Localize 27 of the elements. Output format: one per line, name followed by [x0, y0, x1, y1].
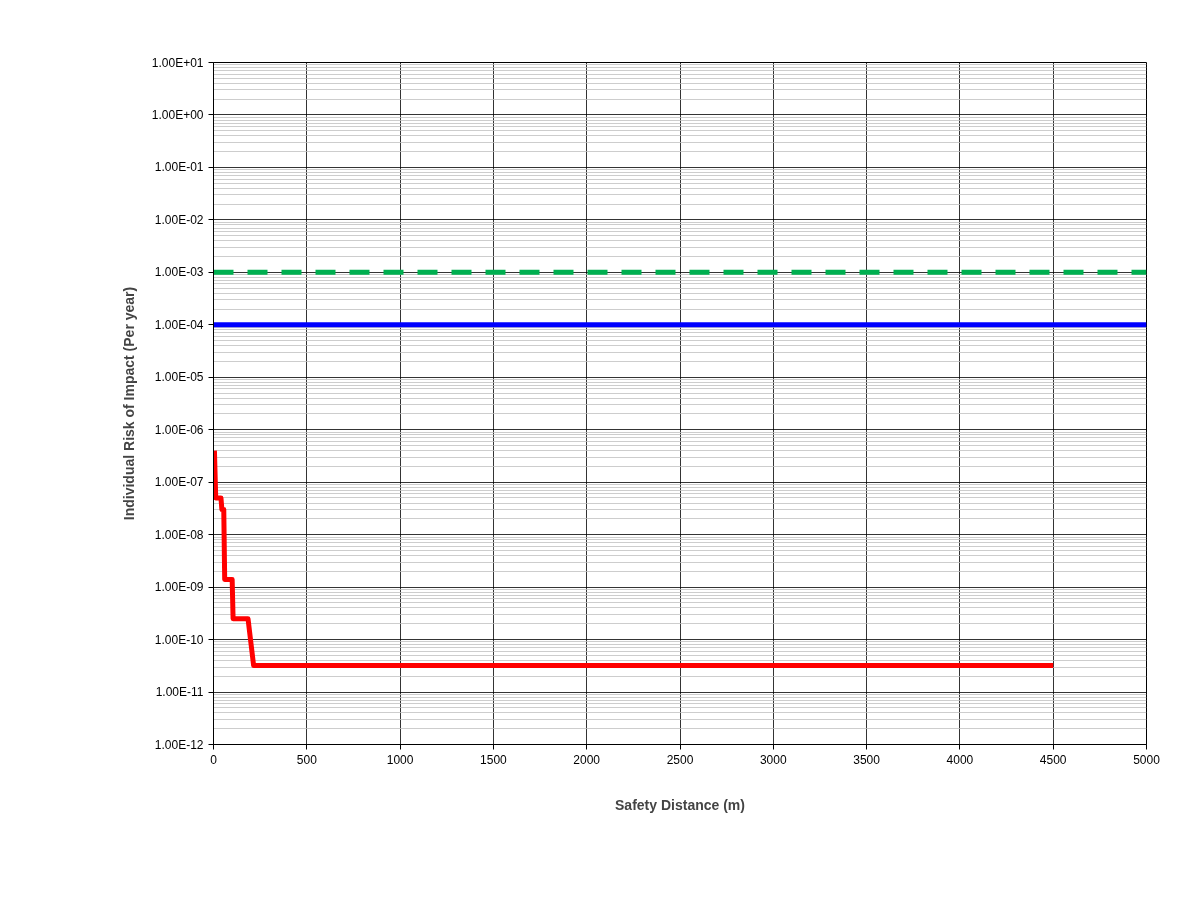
y-tick-label: 1.00E-10: [154, 632, 204, 647]
x-axis-title: Safety Distance (m): [615, 796, 745, 813]
x-tick-label: 1000: [386, 752, 414, 767]
x-tick-label: 0: [210, 752, 218, 767]
y-tick-label: 1.00E-12: [154, 737, 204, 752]
x-tick-label: 3500: [853, 752, 881, 767]
x-tick-label: 4000: [946, 752, 974, 767]
y-tick-label: 1.00E-01: [154, 160, 204, 175]
x-tick-label: 3000: [759, 752, 787, 767]
y-tick-label: 1.00E-04: [154, 317, 204, 332]
y-tick-label: 1.00E-03: [154, 265, 204, 280]
x-tick-label: 5000: [1133, 752, 1161, 767]
y-tick-label: 1.00E-09: [154, 580, 204, 595]
y-tick-label: 1.00E-05: [154, 370, 204, 385]
x-tick-label: 1500: [480, 752, 508, 767]
y-tick-label: 1.00E-02: [154, 212, 204, 227]
y-tick-label: 1.00E+00: [151, 107, 204, 122]
y-tick-label: 1.00E+01: [151, 55, 204, 70]
y-tick-label: 1.00E-06: [154, 422, 204, 437]
y-axis-title: Individual Risk of Impact (Per year): [120, 286, 137, 521]
x-tick-label: 4500: [1039, 752, 1067, 767]
x-tick-label: 2500: [666, 752, 694, 767]
x-tick-label: 2000: [573, 752, 601, 767]
y-tick-label: 1.00E-11: [155, 685, 204, 700]
y-tick-label: 1.00E-08: [154, 527, 204, 542]
y-tick-label: 1.00E-07: [154, 475, 204, 490]
x-tick-label: 500: [296, 752, 318, 767]
